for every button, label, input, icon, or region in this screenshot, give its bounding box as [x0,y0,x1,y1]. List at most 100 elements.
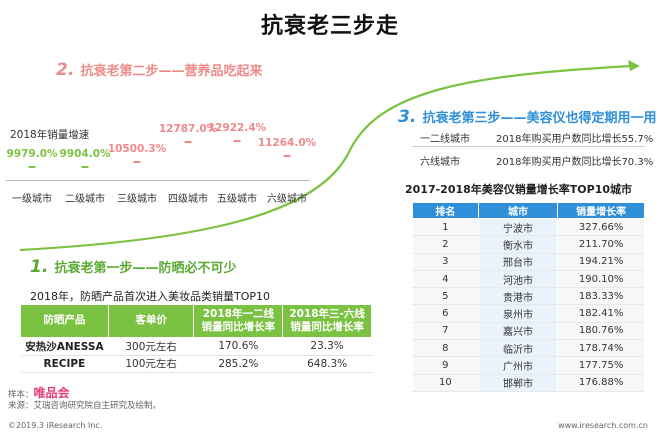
city-cell: 泉州市 [477,304,559,323]
growth-cell: 182.41% [557,304,645,323]
city-tier-label: 六级城市 [267,194,307,205]
product-growth-tier36: 23.3% [282,337,372,356]
growth-cell: 177.75% [557,356,645,375]
page-title: 抗衰老三步走 [260,14,399,39]
growth-axis-line [6,180,310,181]
step3-heading: 3. 抗衰老第三步——美容仪也得定期用一用 [398,107,656,127]
top10-table-title: 2017-2018年美容仪销量增长率TOP10城市 [405,183,633,196]
tier-divider [412,146,645,147]
growth-cell: 176.88% [557,374,645,392]
growth-marker [28,165,36,168]
top10-table-body: 1 宁波市 327.66% 2 衡水市 211.70% 3 邢台市 194.21% 4 河池市 190… [412,218,645,392]
growth-value-label: 12787.0% [158,123,218,136]
table-row: 6 泉州市 182.41% [412,304,645,323]
city-cell: 嘉兴市 [477,322,559,341]
rank-cell: 6 [412,304,479,323]
top10-header-city: 城市 [477,202,559,219]
city-cell: 宁波市 [477,218,559,237]
city-tier-label: 四级城市 [168,194,208,205]
product-growth-tier12: 170.6% [193,337,283,356]
rank-cell: 7 [412,322,479,341]
city-tier-label: 三级城市 [117,194,157,205]
table-row: 5 贵港市 183.33% [412,287,645,306]
growth-cell: 194.21% [557,253,645,271]
sunscreen-header-tier12-text: 2018年一二线 销量同比增长率 [201,307,276,333]
tier-stat: 2018年购买用户数同比增长55.7% [496,134,654,145]
rank-cell: 2 [412,235,479,254]
growth-marker [233,140,241,143]
rank-cell: 1 [412,218,479,237]
step3-text: 抗衰老第三步——美容仪也得定期用一用 [422,111,657,126]
table-row: 安热沙ANESSA 300元左右 170.6% 23.3% [20,337,372,356]
city-cell: 广州市 [477,356,559,375]
table-row: 4 河池市 190.10% [412,270,645,289]
step2-text: 抗衰老第二步——营养品吃起来 [80,64,263,79]
product-name: 安热沙ANESSA [20,337,109,356]
rank-cell: 9 [412,356,479,375]
sunscreen-table-title: 2018年，防晒产品首次进入美妆品类销量TOP10 [30,290,271,303]
rank-cell: 10 [412,374,479,392]
top10-header-rank: 排名 [412,202,479,219]
top10-header-growth: 销量增长率 [557,202,645,219]
growth-marker [283,154,291,157]
sunscreen-header-price: 客单价 [107,304,195,338]
tier-city: 六线城市 [420,157,460,168]
growth-cell: 178.74% [557,339,645,358]
growth-value-label: 9904.0% [59,148,111,161]
table-row: 8 临沂市 178.74% [412,339,645,358]
growth-value-label: 9979.0% [6,147,58,160]
growth-marker [133,161,141,164]
tier-stat: 2018年购买用户数同比增长70.3% [496,157,654,168]
city-tier-label: 五级城市 [217,194,257,205]
city-tier-label: 二级城市 [65,194,105,205]
tier-city: 一二线城市 [420,134,470,145]
product-name: RECIPE [20,355,109,373]
copyright: ©2019.3 iResearch Inc. [8,421,103,430]
step1-heading: 1. 抗衰老第一步——防晒必不可少 [30,257,236,277]
growth-chart-label: 2018年销量增速 [10,129,90,141]
growth-cell: 190.10% [557,270,645,289]
rank-cell: 5 [412,287,479,306]
vipshop-logo: 唯品会 [33,386,70,400]
sunscreen-header-tier36-text: 2018年三-六线 销量同比增长率 [289,307,365,333]
table-row: 3 邢台市 194.21% [412,253,645,271]
city-cell: 邢台市 [477,253,559,271]
city-tier-label: 一级城市 [12,194,52,205]
sunscreen-table: 防晒产品 客单价 2018年一二线 销量同比增长率 2018年三-六线 销量同比… [20,304,372,373]
table-row: 2 衡水市 211.70% [412,235,645,254]
sunscreen-header-tier12: 2018年一二线 销量同比增长率 [193,304,284,338]
growth-value-label: 10500.3% [107,143,167,156]
step2-number: 2. [56,60,75,80]
table-row: RECIPE 100元左右 285.2% 648.3% [20,355,372,373]
growth-cell: 327.66% [557,218,645,237]
city-cell: 临沂市 [477,339,559,358]
growth-value-label: 12922.4% [207,122,267,135]
table-row: 10 邯郸市 176.88% [412,374,645,392]
sunscreen-header-tier36: 2018年三-六线 销量同比增长率 [282,304,372,338]
growth-marker [184,141,192,144]
city-cell: 邯郸市 [477,374,559,392]
step3-number: 3. [398,107,417,127]
source-text: 来源：艾瑞咨询研究院自主研究及绘制。 [8,401,162,411]
sunscreen-header-product: 防晒产品 [20,304,109,338]
top10-table: 排名 城市 销量增长率 1 宁波市 327.66% 2 衡水市 211.70% 3 邢台市 19… [412,202,645,392]
table-row: 9 广州市 177.75% [412,356,645,375]
product-growth-tier12: 285.2% [193,355,283,373]
city-cell: 贵港市 [477,287,559,306]
rank-cell: 8 [412,339,479,358]
city-cell: 衡水市 [477,235,559,254]
sample-line: 样本：唯品会 [8,386,161,401]
source-note: 样本：唯品会 来源：艾瑞咨询研究院自主研究及绘制。 [8,386,162,412]
growth-value-label: 11264.0% [257,136,317,149]
growth-cell: 183.33% [557,287,645,306]
table-row: 1 宁波市 327.66% [412,218,645,237]
rank-cell: 4 [412,270,479,289]
step1-number: 1. [30,257,49,277]
product-price: 300元左右 [108,337,194,356]
city-cell: 河池市 [477,270,559,289]
product-price: 100元左右 [108,355,194,373]
product-growth-tier36: 648.3% [282,355,372,373]
step1-text: 抗衰老第一步——防晒必不可少 [54,261,237,276]
rank-cell: 3 [412,253,479,271]
growth-cell: 211.70% [557,235,645,254]
